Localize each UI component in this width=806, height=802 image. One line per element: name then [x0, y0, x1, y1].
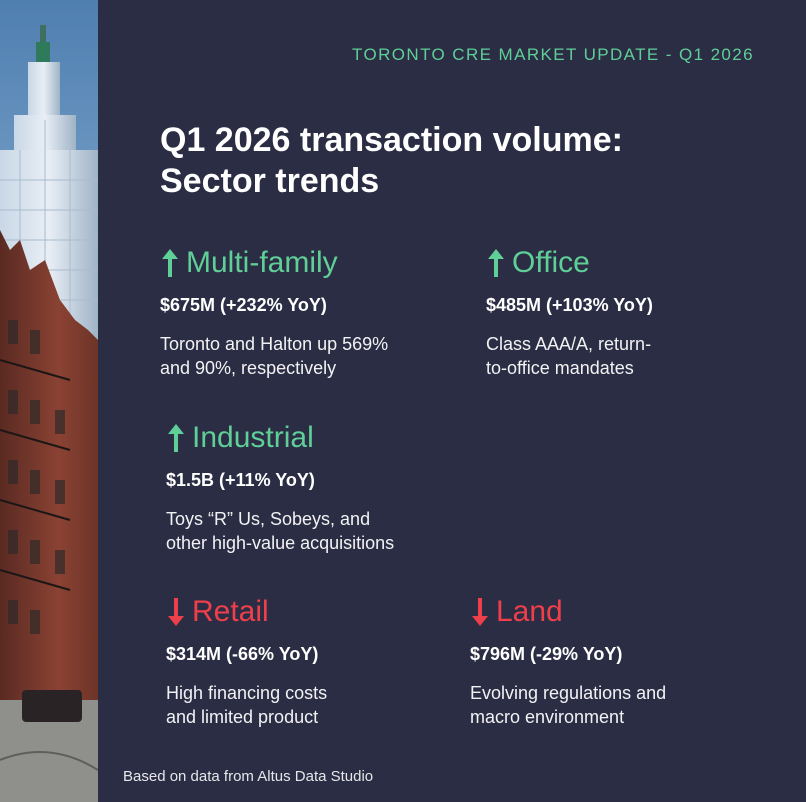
description-line-2: other high-value acquisitions — [166, 533, 395, 553]
description-line-2: and 90%, respectively — [160, 358, 337, 378]
sector-multi-family: Multi-family $675M (+232% YoY) Toronto a… — [160, 245, 388, 380]
sector-metric: $796M (-29% YoY) — [470, 644, 623, 664]
page-title: Q1 2026 transaction volume: Sector trend… — [160, 120, 760, 202]
sector-heading: Retail — [166, 594, 327, 630]
sector-name: Land — [496, 595, 563, 628]
sector-heading: Land — [470, 594, 666, 630]
sector-metric: $314M (-66% YoY) — [166, 644, 319, 664]
sector-metric: $675M (+232% YoY) — [160, 295, 327, 315]
description-line-1: Class AAA/A, return- — [486, 334, 652, 354]
content-panel: TORONTO CRE MARKET UPDATE - Q1 2026 Q1 2… — [98, 0, 806, 802]
source-footnote: Based on data from Altus Data Studio — [123, 768, 374, 785]
sector-description: Evolving regulations and macro environme… — [470, 681, 666, 729]
sector-description: Class AAA/A, return- to-office mandates — [486, 332, 653, 380]
description-line-1: Toys “R” Us, Sobeys, and — [166, 509, 371, 529]
sector-name: Retail — [192, 595, 269, 628]
arrow-down-icon — [470, 596, 490, 628]
sector-metric: $485M (+103% YoY) — [486, 295, 653, 315]
city-photo — [0, 0, 98, 802]
arrow-up-icon — [160, 247, 180, 279]
arrow-down-icon — [166, 596, 186, 628]
description-line-1: Toronto and Halton up 569% — [160, 334, 389, 354]
sector-industrial: Industrial $1.5B (+11% YoY) Toys “R” Us,… — [166, 420, 394, 555]
report-kicker: TORONTO CRE MARKET UPDATE - Q1 2026 — [352, 45, 754, 64]
sector-name: Multi-family — [186, 246, 338, 279]
sector-description: Toronto and Halton up 569% and 90%, resp… — [160, 332, 388, 380]
sector-heading: Multi-family — [160, 245, 388, 281]
arrow-up-icon — [486, 247, 506, 279]
sector-land: Land $796M (-29% YoY) Evolving regulatio… — [470, 594, 666, 729]
sector-name: Office — [512, 246, 590, 279]
description-line-2: to-office mandates — [486, 358, 634, 378]
sector-heading: Office — [486, 245, 653, 281]
description-line-2: macro environment — [470, 707, 625, 727]
sector-description: High financing costs and limited product — [166, 681, 327, 729]
title-line-2: Sector trends — [160, 162, 380, 200]
sector-description: Toys “R” Us, Sobeys, and other high-valu… — [166, 507, 394, 555]
sector-heading: Industrial — [166, 420, 394, 456]
description-line-1: High financing costs — [166, 683, 328, 703]
title-line-1: Q1 2026 transaction volume: — [160, 121, 623, 159]
description-line-1: Evolving regulations and — [470, 683, 667, 703]
sector-office: Office $485M (+103% YoY) Class AAA/A, re… — [486, 245, 653, 380]
sector-name: Industrial — [192, 421, 314, 454]
sector-metric: $1.5B (+11% YoY) — [166, 470, 315, 490]
description-line-2: and limited product — [166, 707, 319, 727]
sector-retail: Retail $314M (-66% YoY) High financing c… — [166, 594, 327, 729]
arrow-up-icon — [166, 422, 186, 454]
